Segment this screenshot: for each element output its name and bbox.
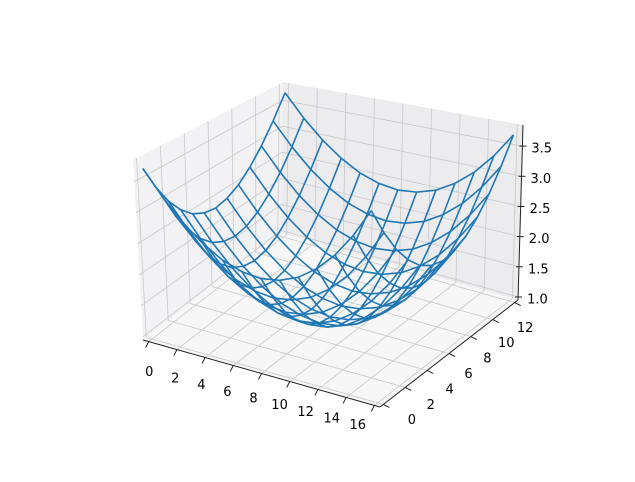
- x-tick-label: 8: [249, 392, 257, 407]
- y-tick-label: 12: [517, 321, 534, 336]
- x-tick: [202, 358, 205, 364]
- z-tick-label: 3.5: [531, 142, 552, 157]
- x-tick-label: 10: [271, 398, 288, 413]
- z-tick-label: 2.0: [529, 232, 550, 247]
- x-tick: [371, 405, 374, 411]
- y-tick: [471, 337, 477, 340]
- z-tick-label: 3.0: [531, 172, 552, 187]
- y-tick-label: 10: [498, 336, 515, 351]
- x-tick-label: 12: [297, 405, 314, 420]
- y-tick: [427, 370, 433, 373]
- x-tick: [146, 342, 149, 348]
- y-tick-label: 0: [408, 413, 416, 428]
- z-tick-label: 1.0: [527, 292, 548, 307]
- y-tick-label: 6: [464, 367, 472, 382]
- y-tick: [405, 387, 411, 390]
- x-tick-label: 2: [171, 372, 179, 387]
- y-tick: [515, 303, 521, 306]
- x-tick: [259, 374, 262, 380]
- y-tick: [449, 354, 455, 357]
- x-tick-label: 4: [197, 378, 205, 393]
- y-tick-label: 8: [483, 352, 491, 367]
- x-tick: [315, 389, 318, 395]
- z-tick-label: 2.5: [530, 202, 551, 217]
- x-tick: [230, 366, 233, 372]
- x-tick-label: 16: [350, 418, 367, 433]
- y-tick: [383, 404, 389, 407]
- x-tick: [174, 350, 177, 356]
- x-tick-label: 14: [323, 412, 340, 427]
- axis-panes: [133, 82, 523, 407]
- x-tick-label: 6: [223, 385, 231, 400]
- x-tick-label: 0: [145, 365, 153, 380]
- y-tick-label: 4: [445, 382, 453, 397]
- x-tick: [287, 381, 290, 387]
- x-tick: [343, 397, 346, 403]
- y-tick: [493, 320, 499, 323]
- y-tick-label: 2: [427, 398, 435, 413]
- z-tick-label: 1.5: [528, 262, 549, 277]
